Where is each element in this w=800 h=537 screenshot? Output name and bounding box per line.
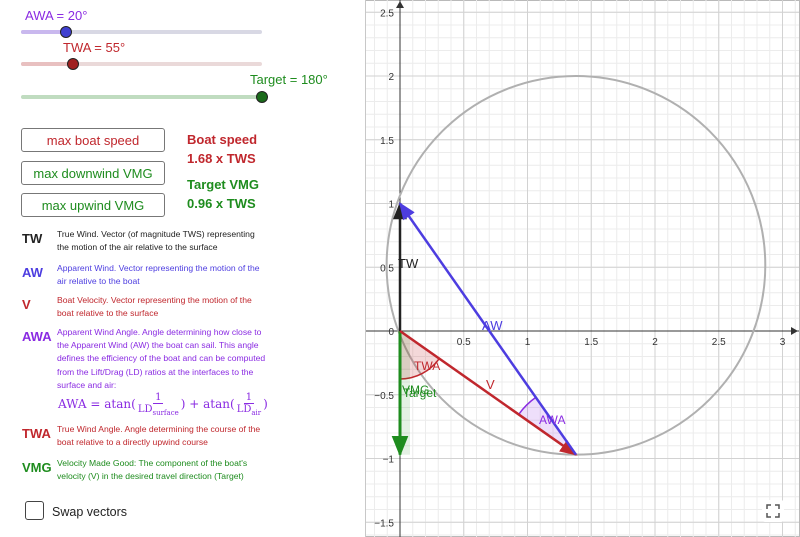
y-tick-label: −1.5 [374, 518, 394, 529]
awa-slider-handle[interactable] [60, 26, 72, 38]
origin-label: 0 [388, 327, 394, 338]
control-panel: AWA = 20° TWA = 55° Target = 180° max bo… [0, 0, 365, 537]
twa-slider-label: TWA = 55° [63, 40, 126, 55]
x-tick-label: 3 [780, 337, 786, 348]
x-axis-arrow [791, 327, 798, 335]
max-upwind-vmg-button[interactable]: max upwind VMG [21, 193, 165, 217]
target-slider-track[interactable] [21, 95, 262, 99]
graph-canvas[interactable]: 0.5 1 1.5 2 2.5 32.521.510.5−0.5−1−1.50TWAWVT… [366, 0, 799, 537]
awa-slider-track[interactable] [21, 30, 262, 34]
twa-angle-label: TWA [414, 359, 440, 373]
legend-twa-abbr: TWA [22, 426, 51, 441]
legend-twa-desc: True Wind Angle. Angle determining the c… [57, 424, 261, 448]
legend-aw-abbr: AW [22, 265, 43, 280]
target-direction-label: Target [403, 386, 437, 400]
legend-tw-abbr: TW [22, 231, 43, 246]
legend-v-desc: Boat Velocity. Vector representing the m… [57, 295, 252, 319]
awa-angle-label: AWA [539, 413, 565, 427]
y-tick-label: −0.5 [374, 391, 394, 402]
x-tick-label: 2 [652, 337, 658, 348]
x-tick-label: 0.5 [457, 337, 471, 348]
twa-slider-track[interactable] [21, 62, 262, 66]
x-tick-label: 2.5 [712, 337, 726, 348]
legend-tw-desc: True Wind. Vector (of magnitude TWS) rep… [57, 229, 255, 253]
y-axis-arrow [396, 1, 404, 8]
aw-vector-label: AW [482, 318, 503, 333]
legend-aw-desc: Apparent Wind. Vector representing the m… [57, 263, 260, 287]
v-vector [399, 329, 578, 456]
boat-speed-value: 1.68 x TWS [187, 151, 256, 166]
target-slider-label: Target = 180° [250, 72, 328, 87]
twa-slider-handle[interactable] [67, 58, 79, 70]
y-tick-label: 2 [388, 72, 394, 83]
legend-v-abbr: V [22, 297, 31, 312]
y-tick-label: 1.5 [380, 136, 394, 147]
v-vector-label: V [486, 377, 495, 392]
target-vmg-value: 0.96 x TWS [187, 196, 256, 211]
y-tick-label: −1 [383, 455, 395, 466]
vmg-vector-label: VMG [402, 383, 429, 397]
vmg-shade [400, 331, 410, 455]
target-slider-handle[interactable] [256, 91, 268, 103]
x-tick-label: 1.5 [584, 337, 598, 348]
y-tick-label: 2.5 [380, 8, 394, 19]
x-tick-label: 1 [525, 337, 531, 348]
boat-speed-title: Boat speed [187, 132, 258, 147]
swap-vectors-checkbox[interactable] [25, 501, 44, 520]
swap-vectors-label: Swap vectors [52, 505, 128, 519]
fullscreen-icon[interactable] [762, 500, 784, 522]
twa-slider-fill [21, 62, 73, 66]
aw-vector [398, 202, 577, 456]
max-boat-speed-button[interactable]: max boat speed [21, 128, 165, 152]
legend-vmg-desc: Velocity Made Good: The component of the… [57, 458, 248, 482]
legend-awa-desc: Apparent Wind Angle. Angle determining h… [57, 327, 266, 390]
awa-formula: AWA = atan(1 LDsurface) + atan(1 LDair) [58, 392, 268, 417]
tw-vector-label: TW [398, 256, 419, 271]
legend-awa-abbr: AWA [22, 329, 52, 344]
panel-divider [365, 0, 366, 537]
graph-view[interactable]: 0.5 1 1.5 2 2.5 3 2.5 2 1.5 1 0.5 −0.5 −1 −1.5 0 TW AW V T… [366, 0, 799, 537]
target-vmg-title: Target VMG [187, 177, 259, 192]
max-downwind-vmg-button[interactable]: max downwind VMG [21, 161, 165, 185]
y-tick-label: 1 [388, 200, 394, 211]
legend-vmg-abbr: VMG [22, 460, 52, 475]
awa-slider-label: AWA = 20° [25, 8, 88, 23]
awa-slider-fill [21, 30, 66, 34]
